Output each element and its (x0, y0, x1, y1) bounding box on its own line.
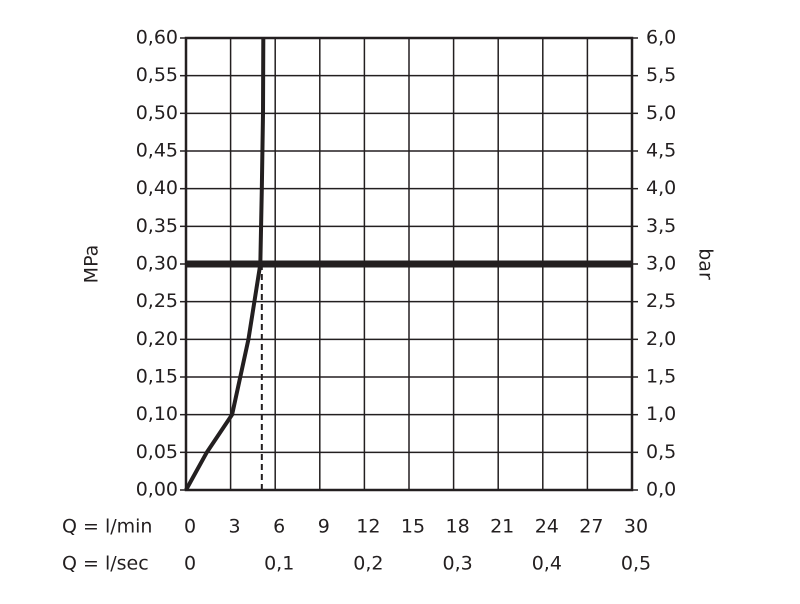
y2-tick-label: 6,0 (646, 27, 676, 49)
x-tick-label: 18 (446, 516, 470, 538)
y-tick-label: 0,40 (136, 177, 178, 199)
y-tick-label: 0,45 (136, 140, 178, 162)
y2-tick-label: 5,5 (646, 64, 676, 86)
x-tick-label: 9 (318, 516, 330, 538)
y2-tick-label: 1,0 (646, 403, 676, 425)
y-tick-label: 0,35 (136, 215, 178, 237)
x-tick-label: 15 (401, 516, 425, 538)
y2-tick-label: 0,5 (646, 441, 676, 463)
y2-tick-label: 3,5 (646, 215, 676, 237)
x-tick-label: 0 (184, 516, 196, 538)
x2-tick-label: 0,4 (532, 553, 562, 575)
y-tick-label: 0,10 (136, 403, 178, 425)
y-tick-label: 0,25 (136, 290, 178, 312)
y-tick-label: 0,60 (136, 27, 178, 49)
x2-tick-label: 0 (184, 553, 196, 575)
y-tick-label: 0,55 (136, 64, 178, 86)
y2-axis-label: bar (695, 248, 717, 280)
y-tick-label: 0,30 (136, 253, 178, 275)
x-tick-label: 24 (535, 516, 559, 538)
y2-tick-label: 4,5 (646, 140, 676, 162)
x2-axis-label: Q = l/sec (62, 553, 149, 575)
y2-tick-label: 5,0 (646, 102, 676, 124)
x2-tick-label: 0,5 (621, 553, 651, 575)
x2-tick-label: 0,3 (442, 553, 472, 575)
x-tick-label: 27 (579, 516, 603, 538)
x-tick-label: 3 (229, 516, 241, 538)
y-axis-label: MPa (81, 245, 103, 284)
y-tick-label: 0,05 (136, 441, 178, 463)
x-tick-label: 30 (624, 516, 648, 538)
flow-curve (184, 37, 266, 491)
y-tick-label: 0,15 (136, 366, 178, 388)
x-tick-label: 21 (490, 516, 514, 538)
y2-tick-label: 3,0 (646, 253, 676, 275)
y-tick-label: 0,00 (136, 479, 178, 501)
x-axis-label: Q = l/min (62, 516, 152, 538)
y2-tick-label: 2,5 (646, 290, 676, 312)
y2-tick-label: 4,0 (646, 177, 676, 199)
y2-tick-label: 1,5 (646, 366, 676, 388)
x2-tick-label: 0,2 (353, 553, 383, 575)
y2-tick-label: 0,0 (646, 479, 676, 501)
y-tick-label: 0,20 (136, 328, 178, 350)
x-tick-label: 12 (356, 516, 380, 538)
x2-tick-label: 0,1 (264, 553, 294, 575)
y2-tick-label: 2,0 (646, 328, 676, 350)
x-tick-label: 6 (273, 516, 285, 538)
y-tick-label: 0,50 (136, 102, 178, 124)
